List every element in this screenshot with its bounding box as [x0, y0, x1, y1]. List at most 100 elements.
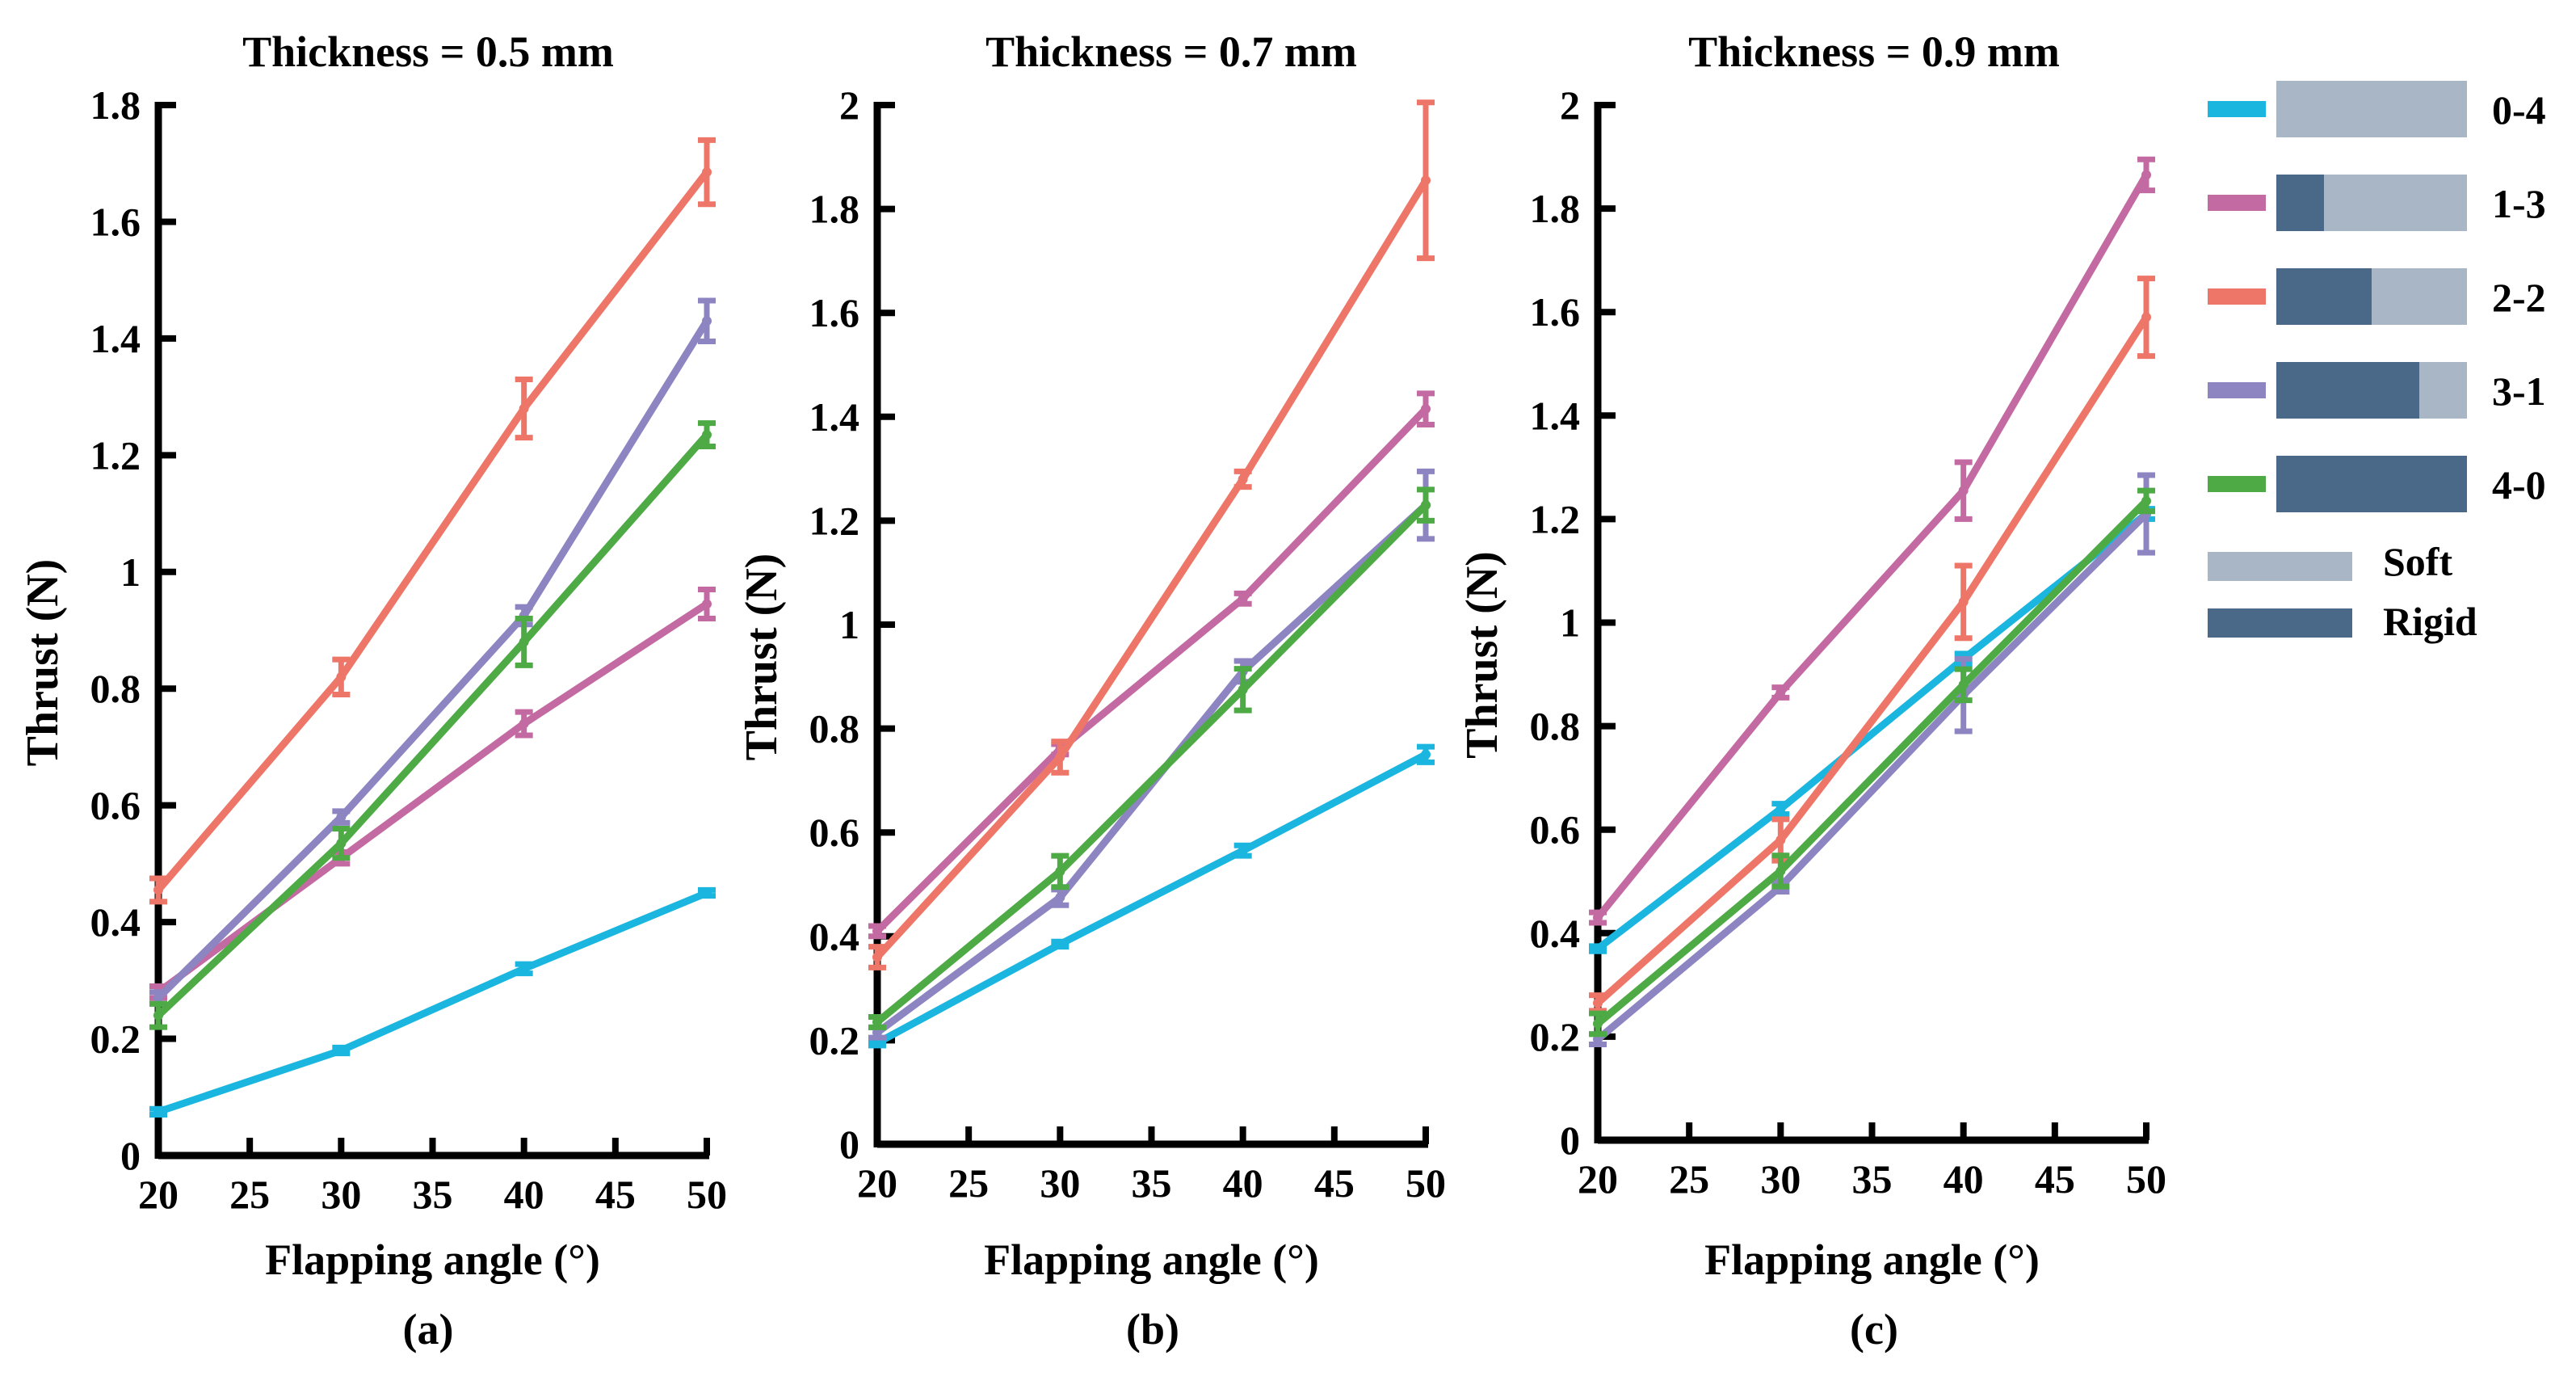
x-tick-label: 20 — [138, 1172, 179, 1217]
y-tick-label: 0.4 — [1530, 911, 1581, 956]
legend-rigid-swatch — [2208, 608, 2352, 638]
legend-entry-0-4: 0-4 — [2208, 81, 2546, 137]
series-line — [873, 751, 1430, 1047]
panel-label: (b) — [1126, 1305, 1179, 1353]
legend: 0-4 1-3 2-2 3-1 4-0 Soft Rigid — [2208, 81, 2546, 644]
series-line — [1594, 170, 2150, 922]
x-tick-label: 30 — [321, 1172, 361, 1217]
series-line — [1594, 314, 2150, 1007]
legend-entry-3-1: 3-1 — [2208, 362, 2546, 419]
chart-title: Thickness = 0.7 mm — [985, 27, 1357, 76]
legend-label: 3-1 — [2492, 368, 2546, 414]
series-line — [873, 501, 1430, 1026]
data-point — [1775, 865, 1786, 876]
legend-line-swatch — [2208, 382, 2266, 398]
y-tick-label: 1.4 — [1530, 393, 1581, 438]
data-point — [1055, 866, 1065, 877]
x-tick-label: 50 — [2126, 1156, 2166, 1202]
y-tick-label: 0.6 — [90, 783, 141, 828]
panel-label: (c) — [1850, 1305, 1898, 1353]
y-tick-label: 0.6 — [809, 810, 860, 855]
data-point — [2141, 170, 2151, 180]
data-point — [153, 993, 163, 1003]
data-point — [519, 718, 529, 729]
y-tick-label: 1.8 — [90, 82, 141, 128]
x-axis-label: Flapping angle (°) — [265, 1236, 600, 1284]
series-4-0 — [1589, 487, 2155, 1038]
y-tick-label: 0.2 — [90, 1017, 141, 1062]
data-point — [1055, 939, 1065, 949]
y-tick-label: 0.8 — [1530, 704, 1581, 749]
x-tick-label: 30 — [1040, 1160, 1080, 1206]
series-3-1 — [868, 468, 1435, 1041]
y-tick-label: 0.2 — [1530, 1014, 1581, 1059]
y-tick-label: 0.4 — [90, 899, 141, 945]
data-point — [1775, 687, 1786, 697]
x-tick-label: 35 — [413, 1172, 453, 1217]
legend-entry-1-3: 1-3 — [2208, 175, 2546, 231]
x-tick-label: 45 — [595, 1172, 636, 1217]
series-line — [154, 889, 711, 1116]
y-tick-label: 0 — [1560, 1118, 1580, 1163]
x-axis-label: Flapping angle (°) — [984, 1236, 1319, 1284]
series-4-0 — [149, 420, 716, 1030]
y-tick-label: 1.2 — [90, 432, 141, 478]
data-point — [336, 1046, 347, 1055]
y-tick-label: 1.6 — [1530, 289, 1581, 335]
data-point — [872, 1017, 882, 1027]
y-tick-label: 1.6 — [809, 290, 860, 335]
legend-entry-2-2: 2-2 — [2208, 268, 2546, 325]
y-tick-label: 2 — [839, 82, 859, 128]
panel-label: (a) — [403, 1305, 454, 1353]
data-point — [1775, 835, 1786, 845]
y-tick-label: 0 — [839, 1122, 859, 1167]
x-tick-label: 25 — [948, 1160, 989, 1206]
data-point — [1055, 892, 1065, 903]
series-2-2 — [1589, 276, 2155, 1014]
y-tick-label: 0.2 — [809, 1017, 860, 1063]
data-point — [1421, 175, 1431, 186]
data-point — [519, 963, 529, 974]
data-point — [519, 637, 529, 647]
chart-panel-1: 0 0.2 0.4 0.6 0.8 1 1.2 1.4 1.6 1.8 20 25 30 35 40 45 50… — [18, 27, 727, 1353]
x-tick-label: 45 — [1314, 1160, 1355, 1206]
legend-rigid-bar — [2276, 175, 2324, 231]
data-point — [1238, 593, 1248, 604]
series-line — [1594, 497, 2150, 1028]
series-0-4 — [149, 886, 716, 1118]
series-1-3 — [149, 586, 716, 1001]
data-point — [1238, 684, 1248, 695]
legend-rigid-label: Rigid — [2383, 599, 2477, 644]
y-tick-label: 1.2 — [1530, 496, 1581, 541]
data-point — [1593, 944, 1603, 954]
data-point — [1421, 749, 1431, 760]
x-tick-label: 40 — [1944, 1156, 1984, 1202]
x-tick-label: 40 — [1223, 1160, 1263, 1206]
series-4-0 — [868, 486, 1435, 1030]
y-axis-label: Thrust (N) — [18, 559, 68, 767]
data-point — [702, 888, 712, 898]
series-line — [154, 317, 711, 1002]
y-axis-label: Thrust (N) — [737, 554, 787, 761]
data-point — [519, 403, 529, 414]
data-point — [153, 1010, 163, 1021]
y-tick-label: 1.4 — [809, 394, 860, 440]
legend-line-swatch — [2208, 476, 2266, 492]
data-point — [1593, 912, 1603, 923]
series-line — [154, 168, 711, 894]
legend-soft-label: Soft — [2383, 539, 2452, 584]
legend-rigid-bar — [2276, 456, 2467, 512]
data-point — [702, 599, 712, 609]
data-point — [336, 838, 347, 848]
legend-label: 0-4 — [2492, 87, 2546, 133]
y-tick-label: 0.8 — [809, 706, 860, 751]
series-2-2 — [149, 137, 716, 905]
data-point — [336, 812, 347, 823]
chart-panel-2: 0 0.2 0.4 0.6 0.8 1 1.2 1.4 1.6 1.8 2 20 25 30 35 40 45 5… — [737, 27, 1446, 1353]
series-2-2 — [868, 99, 1435, 970]
data-point — [1055, 751, 1065, 762]
data-point — [1958, 680, 1969, 690]
data-point — [336, 671, 347, 682]
chart-panels: 00.20.40.60.811.21.41.61.820 25 30 35 40 45 50… — [18, 27, 2166, 1353]
